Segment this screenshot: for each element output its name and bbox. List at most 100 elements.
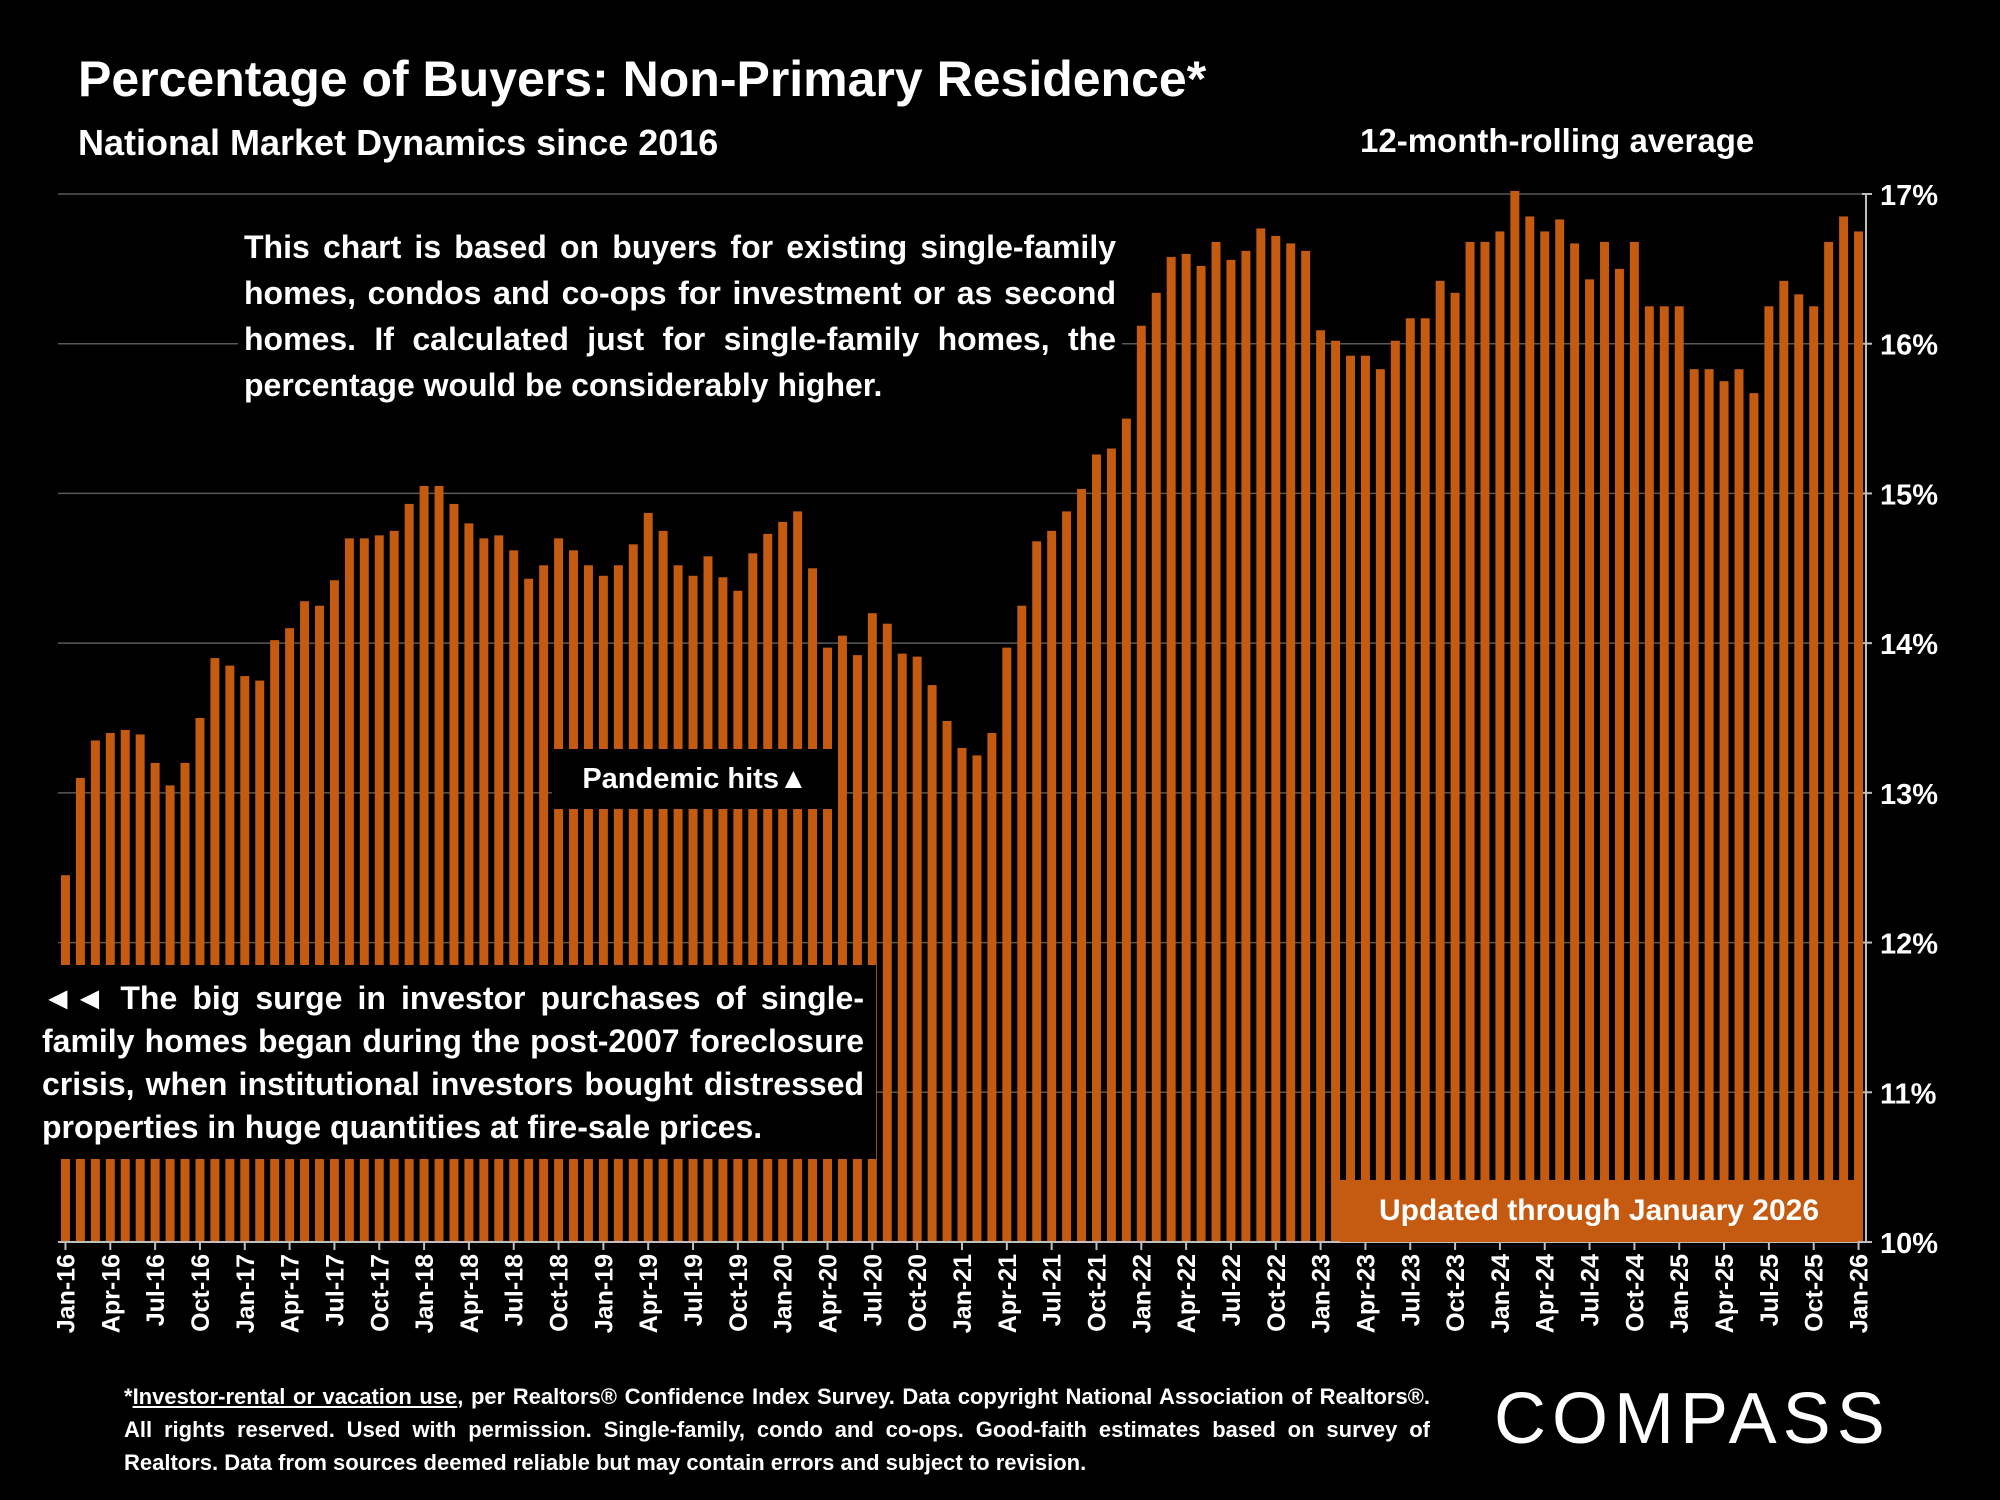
bar	[987, 732, 997, 1242]
x-tick-label: Jan-18	[411, 1254, 439, 1333]
bar	[255, 680, 265, 1242]
bar	[1614, 268, 1624, 1242]
bar	[389, 530, 399, 1242]
chart-note-top: This chart is based on buyers for existi…	[238, 222, 1122, 410]
bar	[1465, 241, 1475, 1242]
bar	[1749, 393, 1759, 1242]
bar	[569, 550, 578, 1242]
bar	[434, 485, 444, 1242]
bar	[793, 511, 803, 1242]
bar	[1779, 280, 1789, 1242]
bar	[1196, 265, 1206, 1242]
x-tick-label: Apr-18	[456, 1254, 484, 1333]
bar	[1241, 250, 1251, 1243]
x-tick-label: Apr-23	[1352, 1254, 1380, 1333]
bar	[1091, 454, 1101, 1242]
bar	[613, 565, 623, 1242]
y-tick-label: 12%	[1880, 929, 1938, 961]
bar	[1077, 488, 1087, 1242]
x-tick-label: Jul-22	[1218, 1254, 1246, 1326]
x-tick-label: Apr-24	[1532, 1254, 1560, 1333]
bar	[1047, 530, 1057, 1242]
bar	[1151, 292, 1161, 1243]
bar	[1495, 231, 1505, 1242]
bar	[733, 590, 743, 1242]
x-tick-label: Jan-21	[949, 1254, 977, 1333]
bar	[494, 535, 504, 1242]
updated-badge: Updated through January 2026	[1340, 1180, 1858, 1242]
bar	[1360, 355, 1370, 1243]
bar	[1166, 256, 1176, 1242]
x-tick-label: Oct-25	[1801, 1254, 1829, 1332]
bar	[210, 658, 220, 1242]
bar	[837, 635, 847, 1242]
x-tick-label: Jul-19	[680, 1254, 708, 1326]
footnote-link[interactable]: Investor-rental or vacation use	[132, 1384, 458, 1409]
x-tick-label: Jan-26	[1846, 1254, 1874, 1333]
bar	[1256, 228, 1266, 1243]
bar	[1674, 306, 1684, 1242]
x-tick-label: Apr-17	[277, 1254, 305, 1333]
x-tick-label: Jul-24	[1577, 1254, 1605, 1326]
bar	[1644, 306, 1654, 1242]
bar	[912, 656, 922, 1242]
x-tick-label: Jul-25	[1756, 1254, 1784, 1326]
x-tick-label: Oct-20	[904, 1254, 932, 1332]
bar	[688, 575, 698, 1242]
x-tick-label: Oct-21	[1083, 1254, 1111, 1332]
x-tick-label: Oct-18	[546, 1254, 574, 1332]
rolling-average-label: 12-month-rolling average	[1360, 122, 1755, 159]
bar	[852, 655, 862, 1242]
bar	[464, 523, 474, 1242]
footnote: *Investor-rental or vacation use, per Re…	[124, 1380, 1430, 1479]
bar	[1121, 418, 1131, 1243]
x-tick-label: Apr-25	[1711, 1254, 1739, 1333]
bar	[419, 485, 429, 1242]
bar	[1420, 318, 1430, 1243]
bar	[1405, 318, 1415, 1243]
bar	[1301, 250, 1311, 1243]
bar	[479, 538, 489, 1242]
x-tick-label: Jan-24	[1487, 1254, 1515, 1333]
x-tick-label: Oct-17	[366, 1254, 394, 1332]
x-tick-label: Apr-22	[1173, 1254, 1201, 1333]
bar	[1002, 647, 1012, 1242]
x-tick-label: Jul-18	[501, 1254, 529, 1326]
bar	[972, 755, 982, 1242]
bar	[524, 578, 534, 1242]
bar	[359, 538, 369, 1242]
bar	[1510, 191, 1520, 1242]
bar	[1480, 241, 1490, 1242]
bar	[598, 575, 608, 1242]
bar	[1570, 243, 1580, 1243]
bar	[1809, 306, 1819, 1242]
bar	[1346, 355, 1355, 1243]
bar	[1450, 292, 1460, 1243]
bar	[927, 685, 937, 1242]
x-tick-label: Jan-16	[52, 1254, 80, 1333]
x-tick-label: Apr-19	[635, 1254, 663, 1333]
bar	[554, 538, 564, 1242]
pandemic-annotation: Pandemic hits▲	[552, 749, 838, 809]
bar	[1331, 340, 1341, 1243]
x-tick-label: Jan-23	[1308, 1254, 1336, 1333]
bar	[882, 623, 892, 1242]
bar	[1854, 231, 1864, 1242]
x-tick-label: Apr-20	[815, 1254, 843, 1333]
x-tick-label: Jan-22	[1128, 1254, 1156, 1333]
bar	[1136, 325, 1146, 1243]
x-tick-label: Jan-25	[1666, 1254, 1694, 1333]
bar	[300, 601, 310, 1242]
x-tick-label: Jul-16	[142, 1254, 170, 1326]
bar	[1764, 306, 1774, 1242]
bar	[897, 653, 907, 1242]
bar	[1375, 369, 1385, 1242]
bar	[1600, 241, 1609, 1242]
bar	[1540, 231, 1550, 1242]
bar	[1824, 241, 1834, 1242]
bar	[539, 565, 549, 1242]
x-tick-label: Oct-22	[1263, 1254, 1291, 1332]
bar	[1839, 216, 1849, 1242]
bar	[1689, 369, 1699, 1242]
